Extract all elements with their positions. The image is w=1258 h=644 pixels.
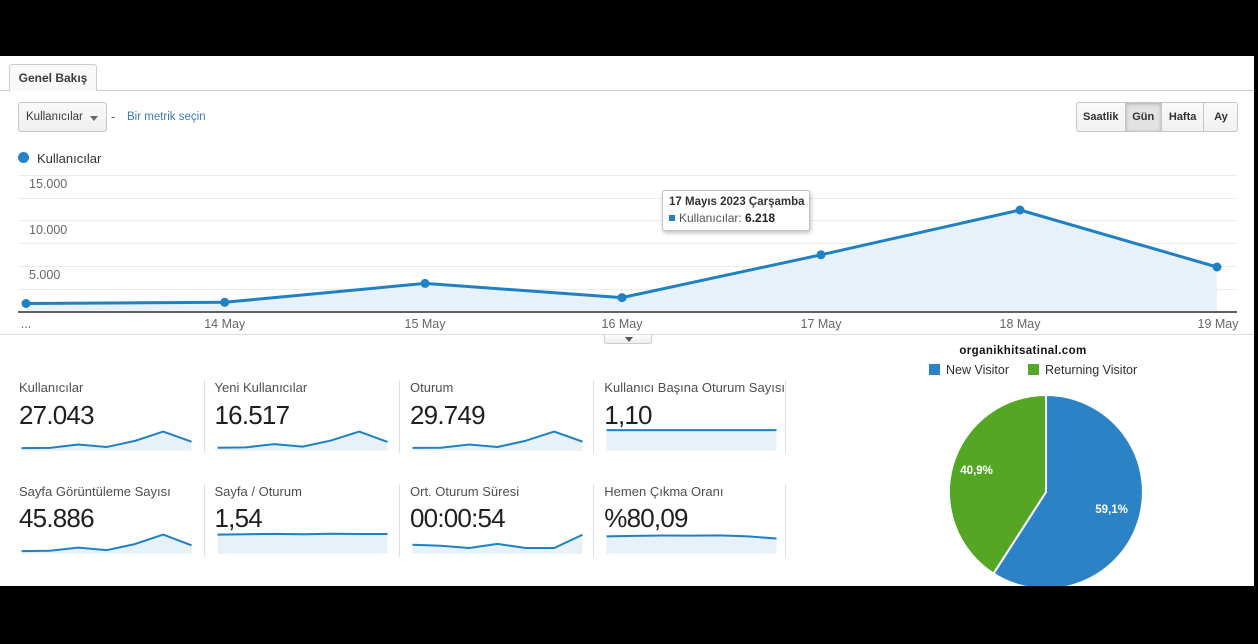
svg-text:59,1%: 59,1% [1096,504,1129,516]
svg-text:40,9%: 40,9% [961,465,994,477]
